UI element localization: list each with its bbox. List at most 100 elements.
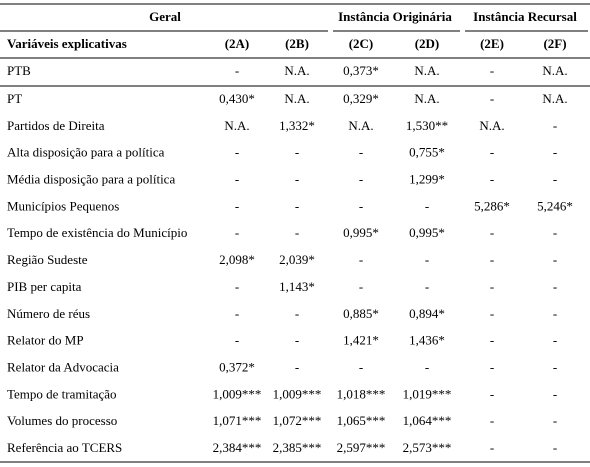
row-label: Média disposição para a política — [7, 172, 175, 187]
column-header: (2A) — [225, 36, 250, 51]
cell: N.A. — [284, 91, 309, 106]
cell: - — [359, 252, 363, 267]
cell: - — [490, 413, 494, 428]
cell: - — [295, 359, 299, 374]
cell: - — [295, 225, 299, 240]
row-label: PT — [7, 91, 22, 106]
row-label: Relator do MP — [7, 333, 84, 348]
cell: 0,373* — [343, 63, 379, 78]
cell: - — [490, 145, 494, 160]
cell: - — [553, 413, 557, 428]
cell: - — [425, 359, 429, 374]
cell: 0,755* — [409, 145, 445, 160]
cell: - — [359, 359, 363, 374]
cell: - — [235, 225, 239, 240]
cell: 1,071*** — [213, 413, 262, 428]
cell: - — [553, 306, 557, 321]
cell: 1,065*** — [337, 413, 386, 428]
cell: N.A. — [414, 91, 439, 106]
cell: - — [235, 306, 239, 321]
cell: 1,009*** — [213, 386, 262, 401]
cell: - — [553, 440, 557, 455]
row-label: Número de réus — [7, 306, 90, 321]
row-label: PTB — [7, 63, 31, 78]
group-header: Instância Recursal — [473, 9, 577, 24]
cell: 1,019*** — [403, 386, 452, 401]
cell: - — [490, 225, 494, 240]
cell: - — [359, 279, 363, 294]
cell: 2,573*** — [403, 440, 452, 455]
cell: - — [553, 118, 557, 133]
cell: - — [295, 306, 299, 321]
cell: 2,039* — [279, 252, 315, 267]
cell: 5,286* — [474, 198, 510, 213]
cell: 2,597*** — [337, 440, 386, 455]
cell: 0,995* — [409, 225, 445, 240]
cell: 0,372* — [219, 359, 255, 374]
row-label: Partidos de Direita — [7, 118, 105, 133]
cell: 1,299* — [409, 172, 445, 187]
cell: - — [553, 172, 557, 187]
cell: - — [235, 63, 239, 78]
cell: 1,436* — [409, 333, 445, 348]
cell: - — [295, 198, 299, 213]
cell: - — [490, 333, 494, 348]
cell: - — [490, 279, 494, 294]
column-header: (2B) — [285, 36, 309, 51]
cell: - — [425, 252, 429, 267]
cell: - — [490, 63, 494, 78]
row-label: Tempo de tramitação — [7, 386, 117, 401]
cell: N.A. — [224, 118, 249, 133]
cell: - — [490, 91, 494, 106]
cell: 2,385*** — [273, 440, 322, 455]
cell: - — [490, 172, 494, 187]
cell: N.A. — [542, 91, 567, 106]
cell: 1,018*** — [337, 386, 386, 401]
cell: - — [425, 279, 429, 294]
cell: - — [425, 198, 429, 213]
column-header: (2E) — [480, 36, 504, 51]
row-label: Relator da Advocacia — [7, 359, 119, 374]
cell: 1,009*** — [273, 386, 322, 401]
group-header: Instância Originária — [338, 9, 452, 24]
cell: - — [359, 172, 363, 187]
cell: N.A. — [542, 63, 567, 78]
cell: 1,530** — [406, 118, 448, 133]
cell: - — [235, 145, 239, 160]
cell: - — [295, 145, 299, 160]
cell: - — [295, 333, 299, 348]
cell: - — [490, 252, 494, 267]
column-header: Variáveis explicativas — [7, 36, 127, 51]
cell: - — [553, 225, 557, 240]
cell: - — [490, 386, 494, 401]
cell: 1,064*** — [403, 413, 452, 428]
column-header: (2C) — [349, 36, 374, 51]
row-label: Alta disposição para a política — [7, 145, 165, 160]
cell: 0,885* — [343, 306, 379, 321]
cell: - — [235, 172, 239, 187]
cell: - — [235, 279, 239, 294]
cell: N.A. — [479, 118, 504, 133]
row-label: Referência ao TCERS — [7, 440, 122, 455]
cell: - — [553, 359, 557, 374]
cell: 0,995* — [343, 225, 379, 240]
cell: N.A. — [284, 63, 309, 78]
cell: 1,072*** — [273, 413, 322, 428]
cell: 1,143* — [279, 279, 315, 294]
cell: 0,430* — [219, 91, 255, 106]
cell: - — [553, 386, 557, 401]
cell: - — [553, 252, 557, 267]
cell: - — [553, 279, 557, 294]
cell: - — [359, 198, 363, 213]
cell: 1,421* — [343, 333, 379, 348]
cell: - — [490, 306, 494, 321]
cell: N.A. — [348, 118, 373, 133]
cell: - — [490, 359, 494, 374]
row-label: PIB per capita — [7, 279, 82, 294]
cell: - — [553, 145, 557, 160]
row-label: Municípios Pequenos — [7, 198, 119, 213]
column-header: (2F) — [543, 36, 566, 51]
row-label: Tempo de existência do Município — [7, 225, 187, 240]
cell: 0,894* — [409, 306, 445, 321]
